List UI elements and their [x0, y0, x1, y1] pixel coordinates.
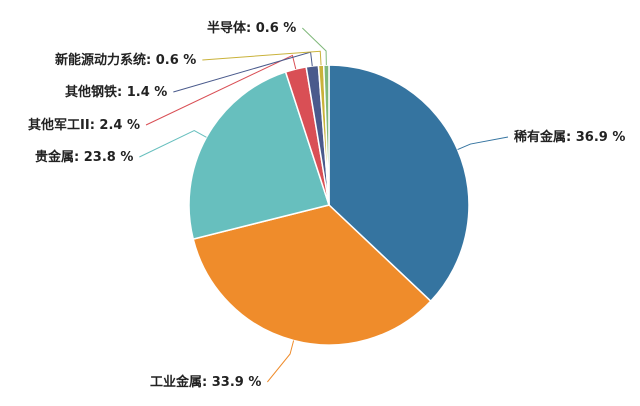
category-label: 工业金属	[150, 374, 202, 390]
data-label: 其他军工II: 2.4 %	[28, 117, 140, 133]
label-separator: :	[90, 118, 100, 133]
value-label: 1.4 %	[127, 85, 168, 100]
data-label: 工业金属: 33.9 %	[150, 374, 261, 390]
value-label: 23.8 %	[84, 150, 134, 165]
data-label: 贵金属: 23.8 %	[35, 149, 133, 165]
data-label: 半导体: 0.6 %	[207, 20, 296, 36]
category-label: 其他钢铁	[65, 84, 117, 100]
category-label: 新能源动力系统	[55, 52, 146, 68]
value-label: 33.9 %	[212, 375, 262, 390]
value-label: 0.6 %	[156, 53, 197, 68]
pie-slice	[322, 64, 330, 206]
label-separator: :	[202, 375, 212, 390]
pie-slice	[328, 64, 470, 303]
label-separator: :	[74, 150, 84, 165]
value-label: 0.6 %	[256, 21, 297, 36]
pie-slice	[188, 70, 330, 241]
data-label: 稀有金属: 36.9 %	[514, 129, 625, 145]
label-separator: :	[117, 85, 127, 100]
value-label: 2.4 %	[99, 118, 140, 133]
data-label: 其他钢铁: 1.4 %	[65, 84, 167, 100]
data-label: 新能源动力系统: 0.6 %	[55, 52, 196, 68]
leader-line	[457, 136, 509, 151]
label-separator: :	[566, 130, 576, 145]
label-separator: :	[146, 53, 156, 68]
category-label: 贵金属	[35, 149, 74, 165]
leader-line	[139, 129, 207, 158]
label-separator: :	[246, 21, 256, 36]
category-label: 其他军工II	[28, 117, 90, 133]
category-label: 半导体	[207, 20, 247, 36]
leader-line	[202, 50, 322, 66]
pie-slice	[192, 204, 432, 346]
leader-line	[301, 27, 327, 66]
value-label: 36.9 %	[576, 130, 626, 145]
leader-line	[267, 340, 295, 383]
leader-line	[145, 54, 297, 126]
category-label: 稀有金属	[514, 129, 566, 145]
